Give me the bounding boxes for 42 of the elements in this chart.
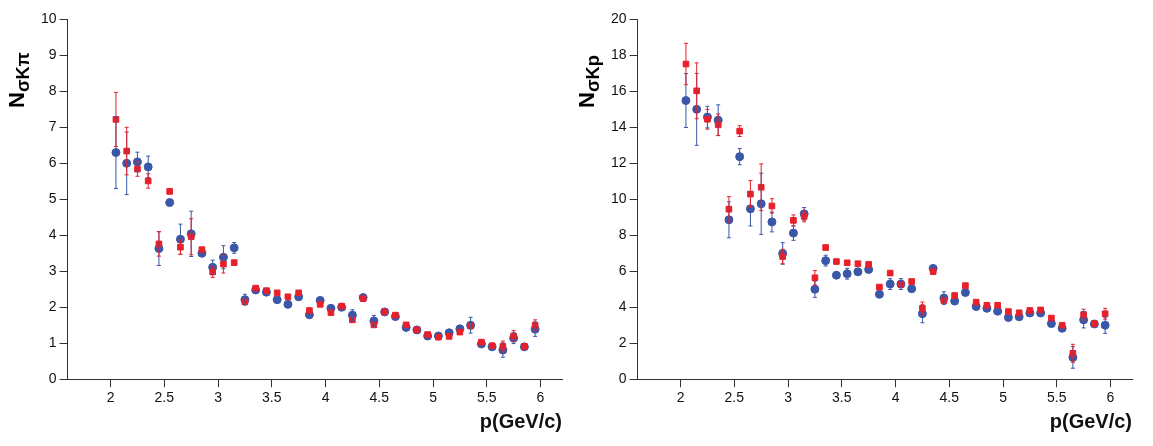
y-tick-label: 8: [618, 226, 627, 243]
x-tick-label: 5: [999, 389, 1008, 406]
y-tick-label: 12: [610, 154, 627, 171]
y-tick-label: 10: [40, 10, 57, 27]
y-tick-label: 6: [618, 262, 627, 279]
y-tick-label: 5: [48, 190, 57, 207]
x-tick-label: 5.5: [1047, 389, 1067, 406]
x-tick-label: 3: [784, 389, 793, 406]
y-tick-label: 20: [610, 10, 627, 27]
y-tick-label: 16: [610, 82, 627, 99]
y-tick-label: 0: [618, 370, 627, 387]
x-tick-label: 5: [429, 389, 438, 406]
x-tick-label: 4.5: [939, 389, 960, 406]
x-axis-title: p(GeV/c): [479, 409, 562, 432]
x-tick-label: 5.5: [477, 389, 497, 406]
x-tick-label: 6: [1106, 389, 1115, 406]
y-tick-label: 4: [48, 226, 57, 243]
y-tick-label: 10: [610, 190, 627, 207]
x-tick-label: 4.5: [369, 389, 390, 406]
y-tick-label: 4: [618, 298, 627, 315]
y-tick-label: 3: [48, 262, 57, 279]
x-tick-label: 3.5: [832, 389, 852, 406]
x-tick-label: 2: [106, 389, 115, 406]
x-tick-label: 4: [891, 389, 900, 406]
x-tick-label: 2.5: [724, 389, 745, 406]
x-tick-label: 2: [676, 389, 685, 406]
x-tick-label: 6: [536, 389, 545, 406]
y-tick-label: 0: [48, 370, 57, 387]
y-tick-label: 8: [48, 82, 57, 99]
x-tick-label: 2.5: [154, 389, 175, 406]
y-tick-label: 7: [48, 118, 57, 135]
x-axis-title: p(GeV/c): [1049, 409, 1132, 432]
y-tick-label: 9: [48, 46, 57, 63]
x-tick-label: 4: [321, 389, 330, 406]
x-tick-label: 3: [214, 389, 223, 406]
y-tick-label: 14: [610, 118, 627, 135]
y-tick-label: 6: [48, 154, 57, 171]
x-tick-label: 3.5: [262, 389, 282, 406]
y-tick-label: 18: [610, 46, 627, 63]
y-tick-label: 2: [618, 334, 627, 351]
y-tick-label: 2: [48, 298, 57, 315]
y-tick-label: 1: [48, 334, 57, 351]
